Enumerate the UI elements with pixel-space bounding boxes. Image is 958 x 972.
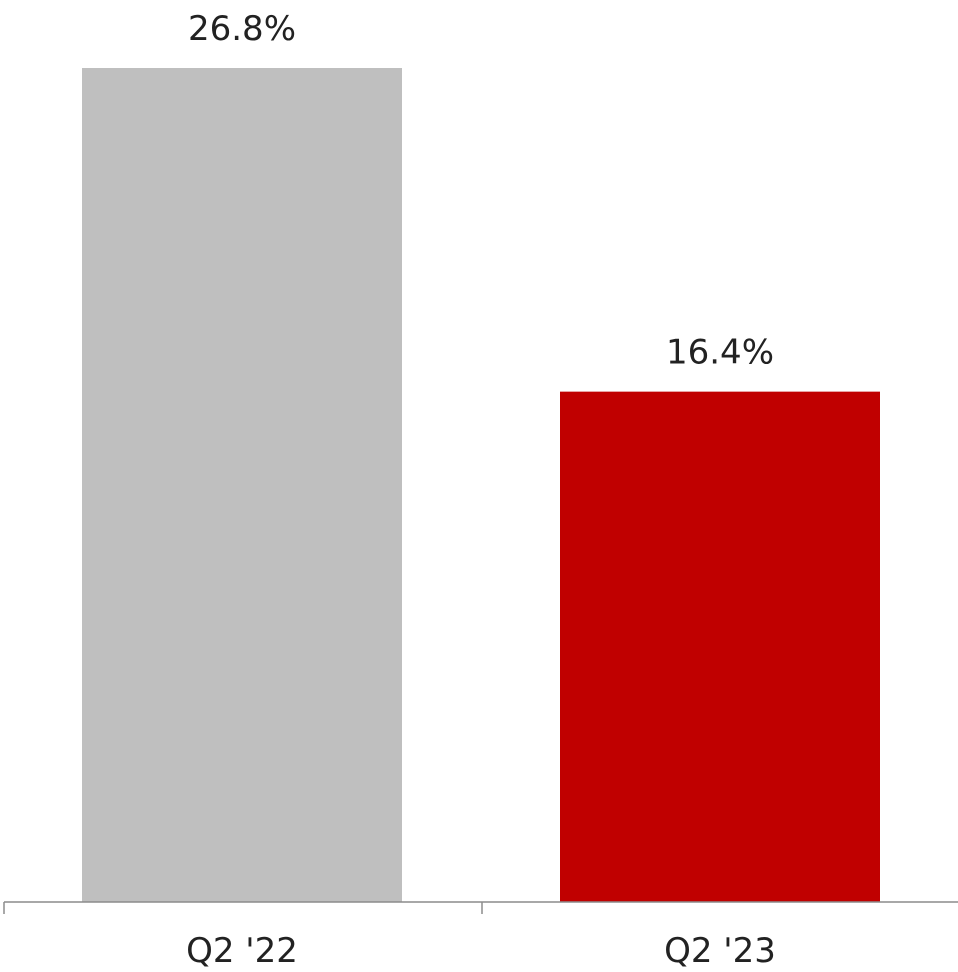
x-tick-label-2: Q2 '23 <box>664 931 776 971</box>
bars-group <box>82 68 880 902</box>
x-axis: Q2 '22 Q2 '23 <box>3 901 958 971</box>
data-labels-group: 26.8% 16.4% <box>188 9 774 373</box>
x-tick-label-1: Q2 '22 <box>186 931 298 971</box>
bar-2 <box>560 391 880 902</box>
bar-1 <box>82 68 402 902</box>
data-label-2: 16.4% <box>666 333 774 373</box>
data-label-1: 26.8% <box>188 9 296 49</box>
